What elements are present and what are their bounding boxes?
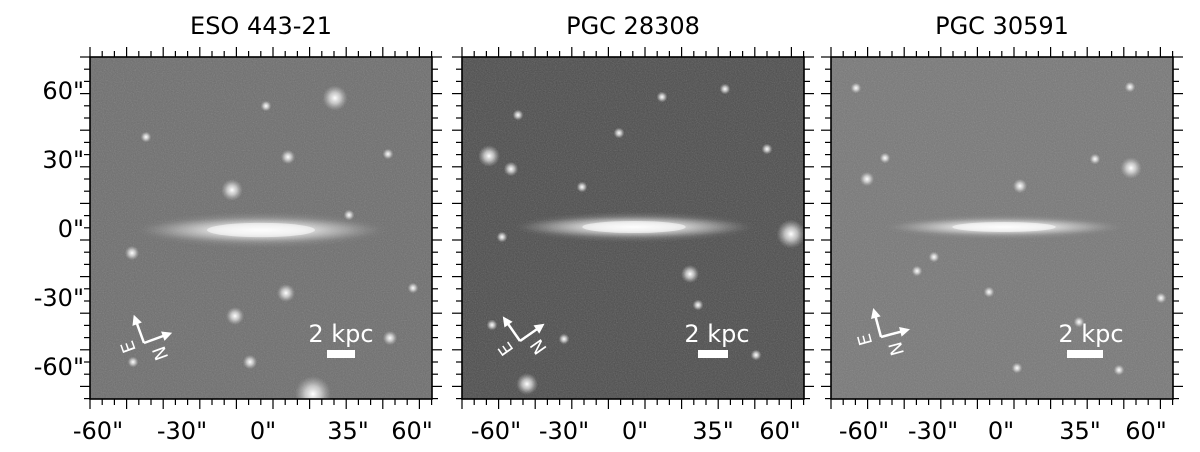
scalebar-label: 2 kpc [1058,320,1123,348]
y-tick-label: 30" [42,146,84,174]
x-tick-labels: -60" -30" 0" 35" 60" [73,417,433,445]
x-tick-label: 60" [759,417,801,445]
galaxy-disk [513,211,755,243]
star-field [850,81,1167,376]
x-tick-label: -30" [539,417,589,445]
x-tick-labels: -60" -30" 0" 35" 60" [471,417,801,445]
x-tick-label: -60" [471,417,521,445]
compass-east-label: E [854,331,877,347]
scale-bar [327,350,355,358]
star-field [124,85,419,399]
x-tick-label: -30" [908,417,958,445]
axis-ticks [821,47,1183,409]
scale-bar [1067,350,1103,358]
scale-bar [698,350,728,358]
x-tick-label: 60" [1125,417,1167,445]
y-tick-label: 60" [42,77,84,105]
panel-title: PGC 30591 [935,12,1069,40]
x-tick-label: 0" [622,417,648,445]
panel-title: ESO 443-21 [190,12,332,40]
compass-north-label: N [885,339,909,357]
x-tick-labels: -60" -30" 0" 35" 60" [839,417,1167,445]
x-tick-label: 0" [250,417,276,445]
x-tick-label: 35" [692,417,734,445]
scalebar-label: 2 kpc [684,320,749,348]
axis-ticks [80,47,442,409]
star-field [478,83,804,395]
x-tick-label: 60" [391,417,433,445]
y-tick-label: 0" [58,215,84,243]
y-tick-labels: 60" 30" 0" -30" -60" [34,77,84,381]
galaxy-disk [135,211,387,249]
x-tick-label: -60" [73,417,123,445]
axis-ticks [452,47,814,409]
x-tick-label: -60" [839,417,889,445]
galaxy-disk [883,214,1125,240]
x-tick-label: 0" [988,417,1014,445]
x-tick-label: 35" [327,417,369,445]
y-tick-label: -60" [34,353,84,381]
panel-title: PGC 28308 [566,12,700,40]
x-tick-label: -30" [157,417,207,445]
x-tick-label: 35" [1059,417,1101,445]
y-tick-label: -30" [34,284,84,312]
scalebar-label: 2 kpc [308,320,373,348]
